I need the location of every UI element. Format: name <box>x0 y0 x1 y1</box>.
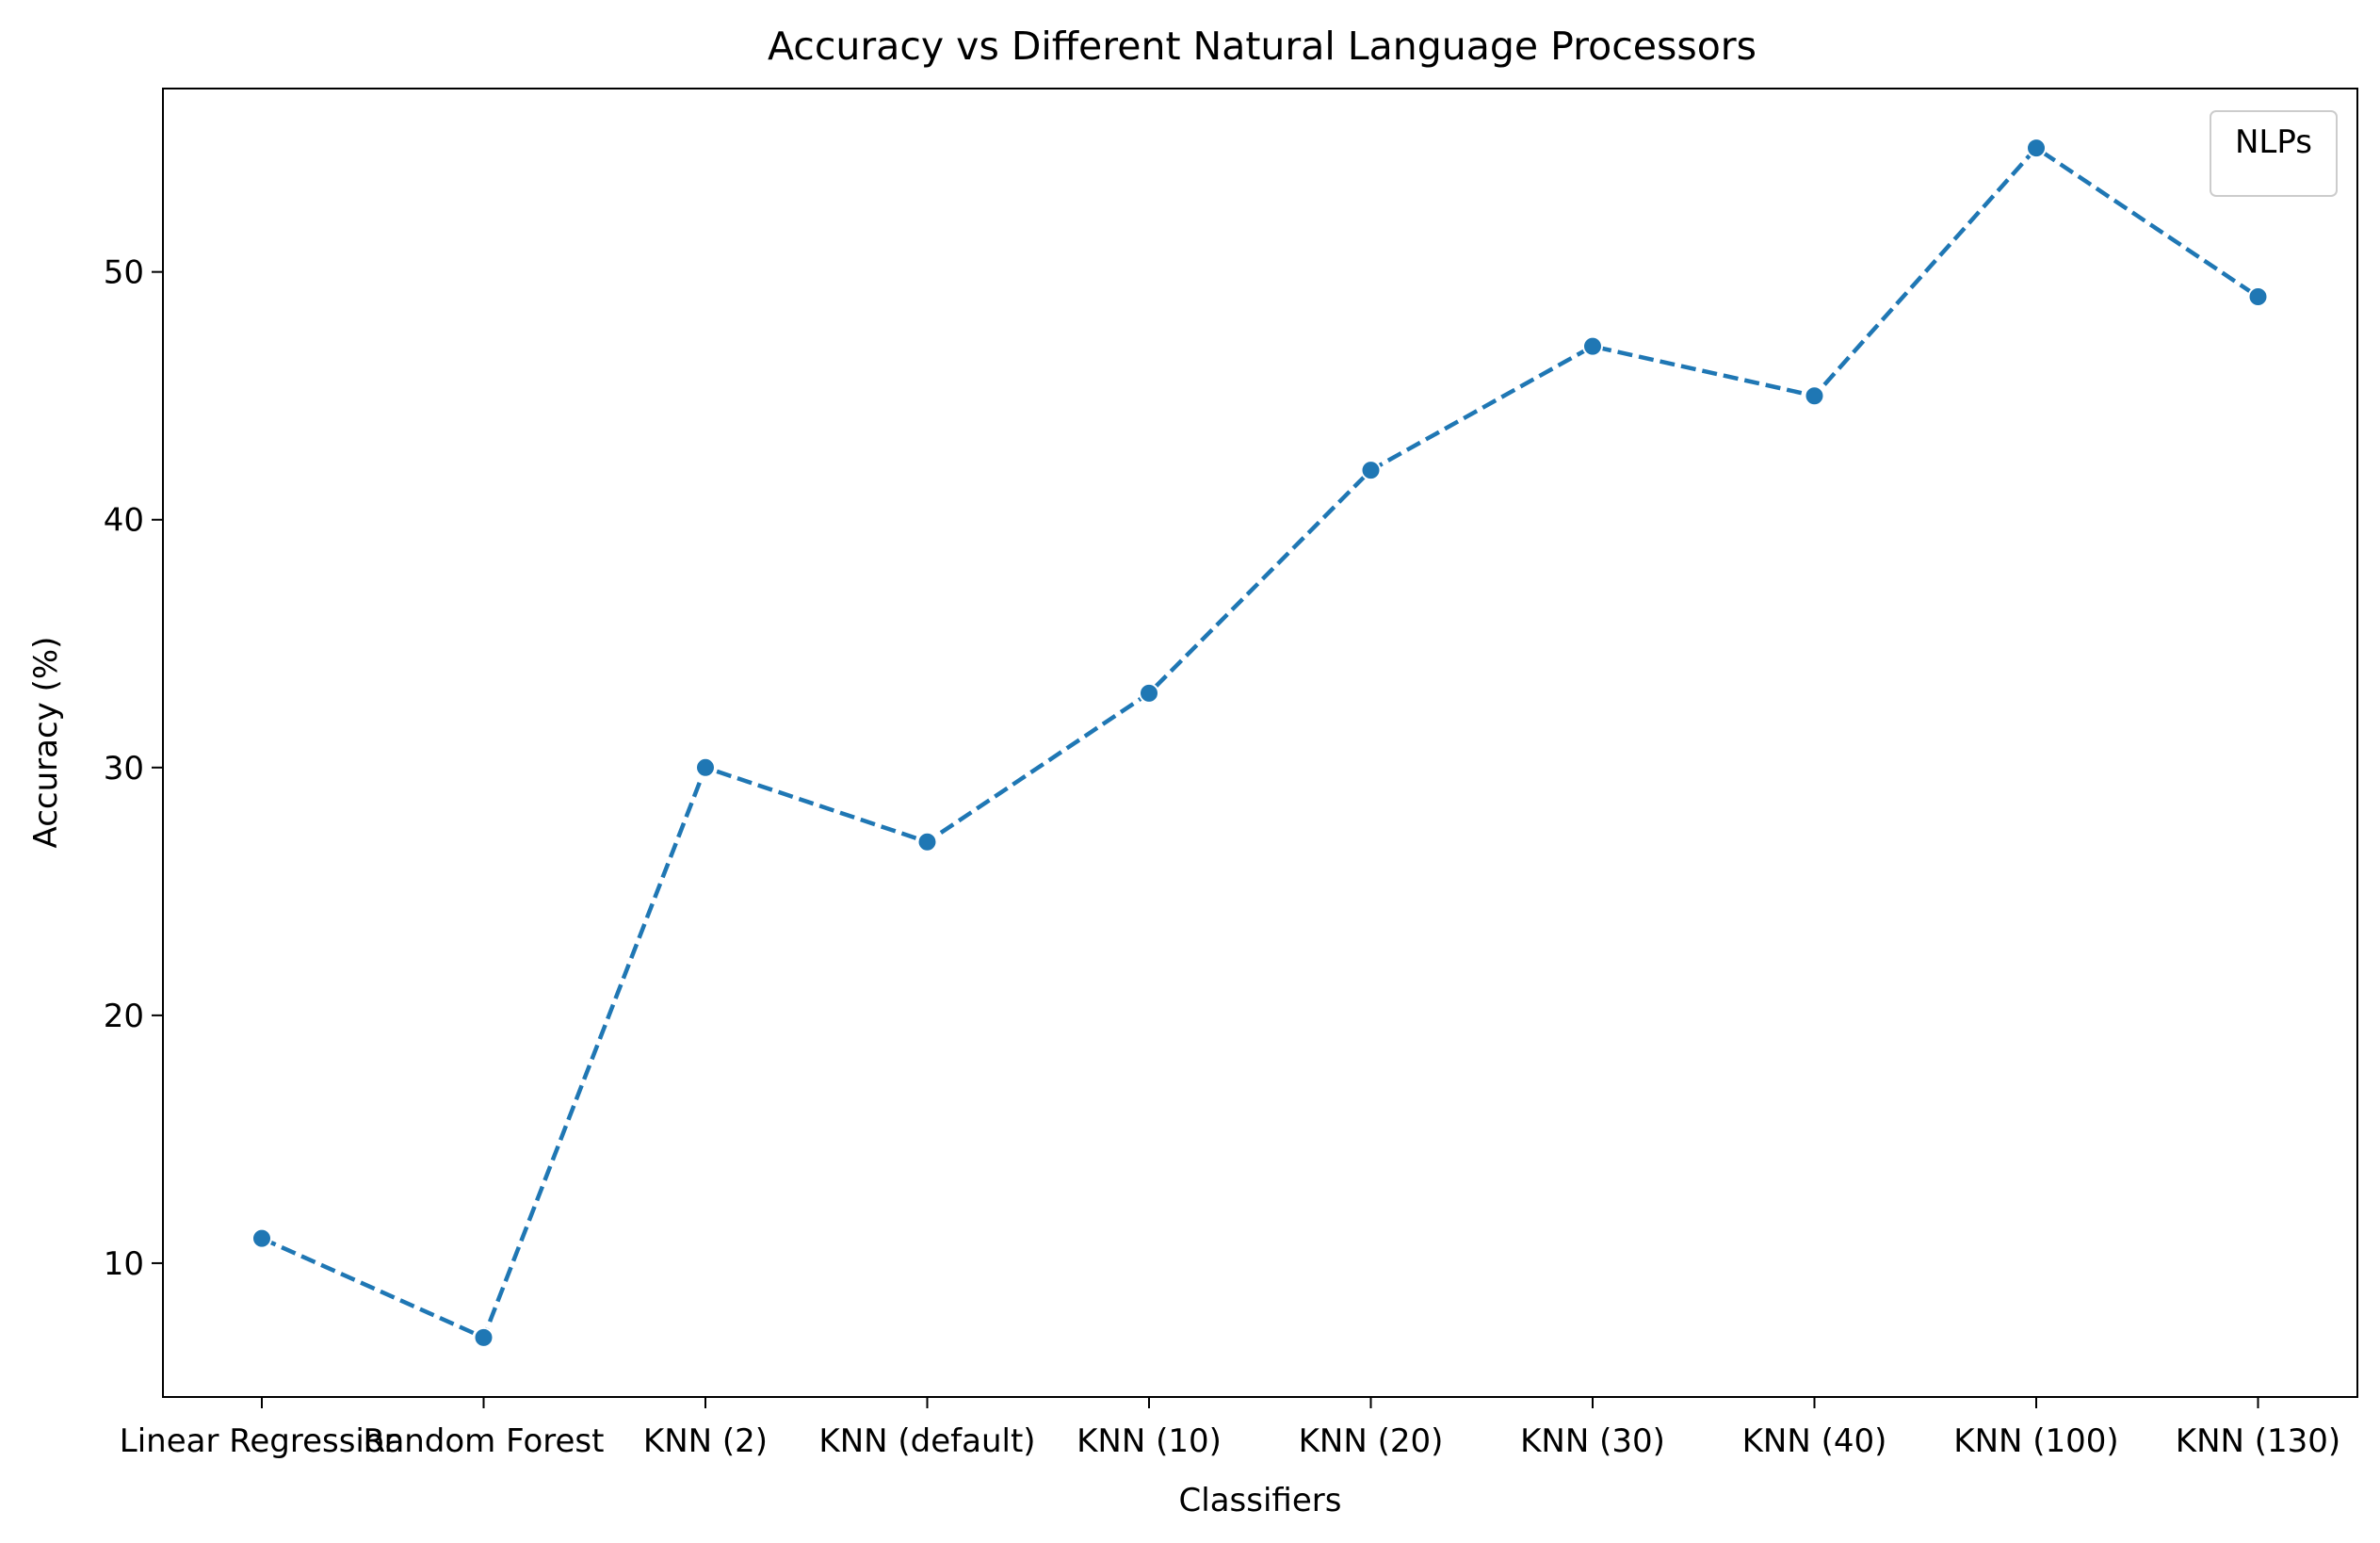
data-point <box>1582 335 1603 357</box>
plot-frame <box>162 88 2358 1398</box>
data-point <box>1360 460 1382 481</box>
x-tick-label: KNN (30) <box>1520 1422 1665 1460</box>
data-point <box>916 831 938 853</box>
legend: NLPs <box>2210 110 2338 197</box>
x-tick-label: Linear Regression <box>120 1422 404 1460</box>
x-tick-label: KNN (20) <box>1299 1422 1444 1460</box>
y-axis-label: Accuracy (%) <box>27 637 65 849</box>
data-point <box>251 1227 272 1249</box>
data-point <box>1139 682 1159 704</box>
series-line <box>261 145 2259 1340</box>
y-tick-label: 30 <box>104 750 144 788</box>
chart-title: Accuracy vs Different Natural Language P… <box>768 24 1757 69</box>
data-point <box>2247 285 2269 307</box>
x-tick-label: KNN (130) <box>2176 1422 2340 1460</box>
y-tick-label: 20 <box>104 998 144 1035</box>
x-tick-label: KNN (default) <box>818 1422 1035 1460</box>
x-tick-label: Random Forest <box>364 1422 605 1460</box>
legend-title: NLPs <box>2235 123 2312 161</box>
x-tick-label: KNN (40) <box>1742 1422 1887 1460</box>
x-tick-label: KNN (10) <box>1077 1422 1222 1460</box>
y-tick-label: 40 <box>104 502 144 540</box>
x-tick-label: KNN (2) <box>643 1422 768 1460</box>
data-point <box>2026 138 2047 159</box>
legend-box <box>2210 110 2338 197</box>
data-point <box>1804 385 1825 407</box>
data-point <box>473 1326 494 1348</box>
y-tick-label: 10 <box>104 1245 144 1283</box>
x-tick-label: KNN (100) <box>1953 1422 2118 1460</box>
data-point <box>695 756 716 778</box>
y-tick-label: 50 <box>104 254 144 292</box>
x-axis-label: Classifiers <box>1179 1482 1342 1519</box>
